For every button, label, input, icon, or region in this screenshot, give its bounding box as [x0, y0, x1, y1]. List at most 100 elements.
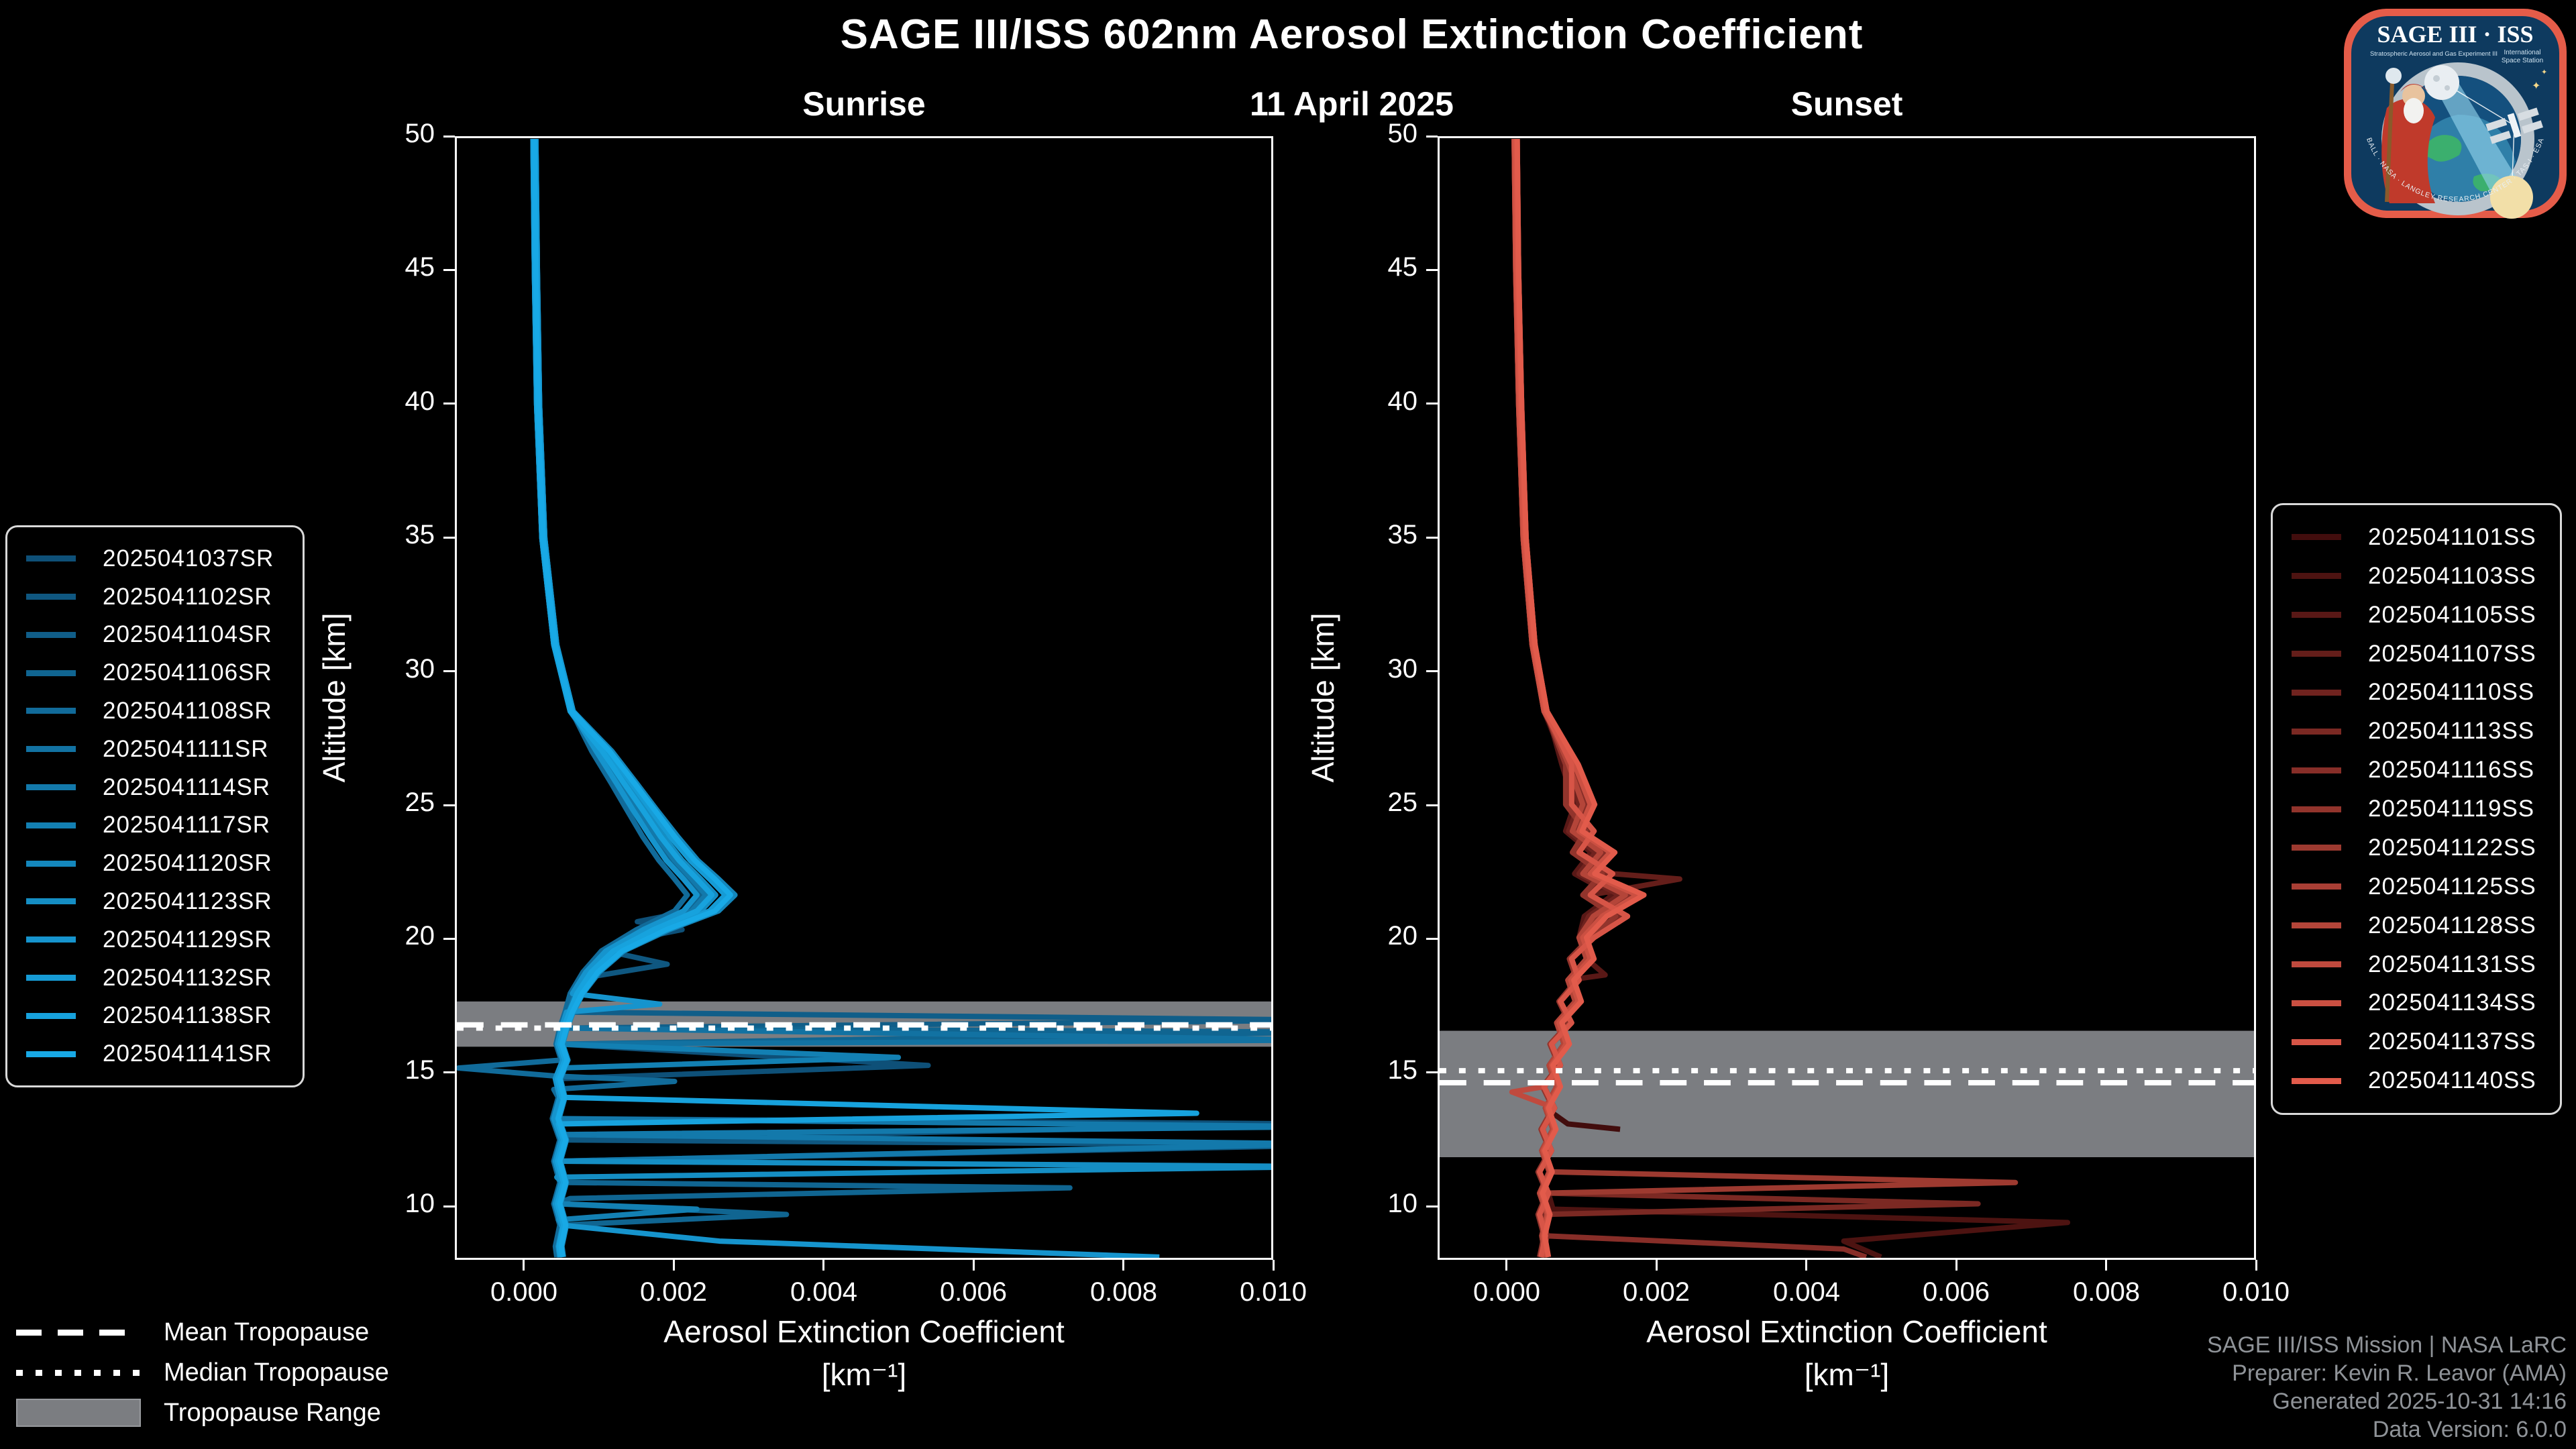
sunrise-x-tick	[523, 1260, 525, 1271]
sunset-y-tick-label: 20	[1387, 921, 1418, 951]
legend-label: 2025041128SS	[2368, 912, 2536, 938]
sunrise-panel	[455, 136, 1273, 1260]
legend-item: 2025041137SS	[2273, 1028, 2560, 1055]
sunrise-y-tick	[443, 136, 455, 138]
sunrise-x-tick	[973, 1260, 975, 1271]
wizard-figure	[2381, 68, 2435, 203]
legend-line-sample	[26, 631, 76, 638]
legend-item: 2025041119SS	[2273, 796, 2560, 822]
tropopause-range-legend-item: Tropopause Range	[16, 1393, 389, 1433]
sunset-y-tick	[1426, 269, 1438, 271]
legend-label: 2025041037SR	[103, 545, 274, 572]
legend-label: 2025041131SS	[2368, 951, 2536, 977]
legend-line-sample	[2292, 689, 2341, 696]
sunset-x-axis-label: Aerosol Extinction Coefficient	[1646, 1314, 2047, 1349]
legend-line-sample	[2292, 573, 2341, 580]
sunset-y-tick	[1426, 670, 1438, 672]
patch-title: SAGE III · ISS	[2377, 21, 2533, 48]
legend-item: 2025041140SS	[2273, 1067, 2560, 1094]
sunset-x-tick-label: 0.004	[1772, 1277, 1841, 1307]
series-line-2025041140SS	[1514, 139, 1647, 1258]
patch-iss-label-2: Space Station	[2502, 57, 2543, 64]
sunrise-x-tick	[673, 1260, 675, 1271]
legend-line-sample	[2292, 922, 2341, 929]
legend-line-sample	[26, 975, 76, 981]
legend-line-sample	[26, 1051, 76, 1057]
legend-item: 2025041111SR	[7, 736, 303, 763]
sunrise-y-tick	[443, 402, 455, 405]
sunset-x-tick-label: 0.000	[1472, 1277, 1541, 1307]
sunset-y-tick-label: 35	[1387, 520, 1418, 549]
legend-line-sample	[2292, 1038, 2341, 1045]
legend-line-sample	[2292, 806, 2341, 812]
series-line-2025041123SR	[530, 139, 1271, 1258]
sunrise-y-tick	[443, 804, 455, 806]
legend-line-sample	[26, 860, 76, 867]
date-subtitle: 11 April 2025	[1250, 85, 1454, 123]
sunset-y-tick-label: 45	[1387, 252, 1418, 282]
legend-item: 2025041125SS	[2273, 873, 2560, 900]
sunset-x-tick-label: 0.006	[1922, 1277, 1990, 1307]
legend-item: 2025041134SS	[2273, 989, 2560, 1016]
star-icon: ✦	[2532, 80, 2540, 92]
sunrise-y-tick-label: 45	[405, 252, 435, 282]
footer-mission: SAGE III/ISS Mission | NASA LaRC	[2206, 1332, 2567, 1358]
sunset-y-tick-label: 50	[1387, 119, 1418, 148]
tropopause-legend: Mean Tropopause Median Tropopause Tropop…	[16, 1312, 389, 1433]
legend-item: 2025041110SS	[2273, 679, 2560, 706]
footer-data-version: Data Version: 6.0.0	[2372, 1417, 2567, 1442]
legend-item: 2025041129SR	[7, 926, 303, 953]
sunrise-y-tick-label: 10	[405, 1189, 435, 1218]
earth-continent	[2422, 135, 2462, 162]
legend-item: 2025041102SR	[7, 584, 303, 610]
moon-icon	[2424, 65, 2459, 100]
legend-item: 2025041141SR	[7, 1040, 303, 1067]
legend-item: 2025041117SR	[7, 812, 303, 839]
legend-item: 2025041101SS	[2273, 524, 2560, 551]
sunset-x-tick	[2105, 1260, 2107, 1271]
legend-label: 2025041117SR	[103, 812, 271, 839]
mean-tropopause-label: Mean Tropopause	[164, 1318, 370, 1346]
sunset-panel	[1438, 136, 2256, 1260]
legend-line-sample	[2292, 612, 2341, 619]
sunset-x-tick-label: 0.002	[1622, 1277, 1690, 1307]
legend-item: 2025041113SS	[2273, 718, 2560, 745]
legend-label: 2025041105SS	[2368, 601, 2536, 628]
legend-label: 2025041125SS	[2368, 873, 2536, 900]
iss-icon	[2485, 107, 2543, 144]
sunset-y-axis-label: Altitude [km]	[1305, 612, 1340, 783]
page-title: SAGE III/ISS 602nm Aerosol Extinction Co…	[840, 11, 1864, 58]
sunrise-x-tick	[822, 1260, 824, 1271]
sunset-y-tick	[1426, 1205, 1438, 1208]
dashed-line-icon	[16, 1329, 141, 1336]
moon-crater-2	[2445, 85, 2450, 91]
series-line-2025041106SR	[530, 139, 1271, 1258]
series-line-2025041114SR	[530, 139, 1271, 1258]
series-line-2025041037SR	[530, 139, 1271, 1258]
sunset-x-tick	[1656, 1260, 1658, 1271]
legend-label: 2025041119SS	[2368, 796, 2535, 822]
legend-label: 2025041104SR	[103, 621, 272, 648]
legend-line-sample	[26, 784, 76, 791]
legend-line-sample	[2292, 534, 2341, 541]
sunrise-y-tick-label: 20	[405, 921, 435, 951]
sunset-y-tick	[1426, 136, 1438, 138]
legend-line-sample	[26, 898, 76, 905]
legend-item: 2025041122SS	[2273, 835, 2560, 861]
legend-item: 2025041107SS	[2273, 641, 2560, 667]
sunrise-x-tick-label: 0.008	[1089, 1277, 1158, 1307]
legend-item: 2025041106SR	[7, 659, 303, 686]
legend-line-sample	[26, 555, 76, 562]
sunset-x-tick	[1805, 1260, 1807, 1271]
sunrise-x-axis-label: Aerosol Extinction Coefficient	[663, 1314, 1065, 1349]
dotted-line-icon	[16, 1369, 141, 1376]
legend-label: 2025041111SR	[103, 735, 269, 762]
legend-label: 2025041123SR	[103, 888, 272, 914]
sunrise-y-tick-label: 30	[405, 654, 435, 684]
legend-label: 2025041110SS	[2368, 679, 2535, 706]
legend-item: 2025041105SS	[2273, 602, 2560, 629]
legend-label: 2025041120SR	[103, 850, 272, 877]
sunrise-x-tick	[1273, 1260, 1275, 1271]
legend-item: 2025041132SR	[7, 965, 303, 991]
legend-label: 2025041138SR	[103, 1002, 272, 1029]
